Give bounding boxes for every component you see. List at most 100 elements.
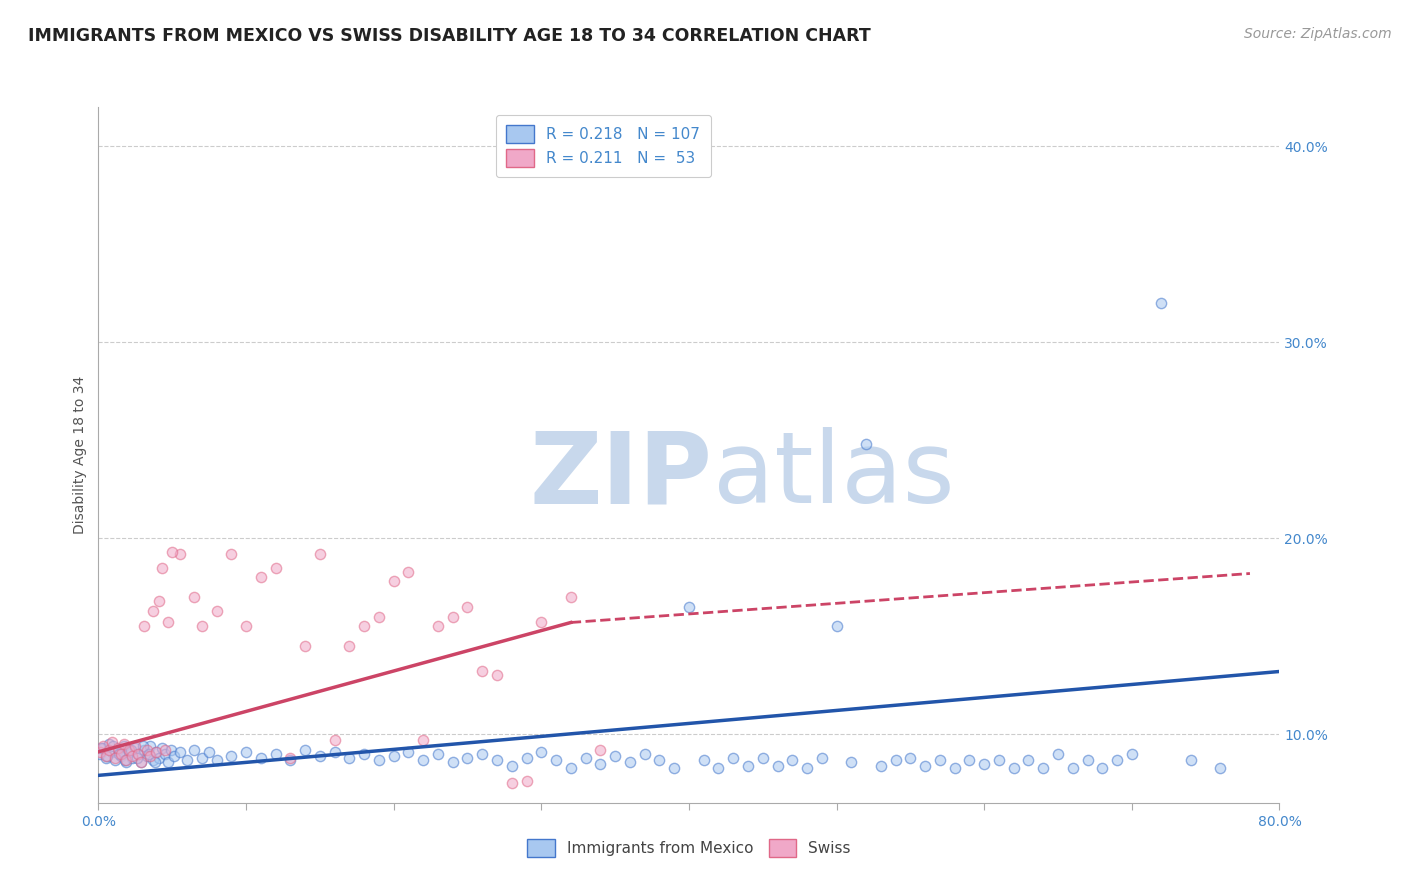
Point — [353, 747, 375, 761]
Point — [427, 619, 450, 633]
Point — [678, 599, 700, 614]
Point — [1046, 747, 1069, 761]
Point — [169, 547, 191, 561]
Point — [560, 590, 582, 604]
Point — [396, 565, 419, 579]
Point — [129, 755, 152, 769]
Point — [869, 758, 891, 772]
Point — [441, 609, 464, 624]
Point — [987, 753, 1010, 767]
Point — [183, 743, 205, 757]
Text: ZIP: ZIP — [530, 427, 713, 524]
Point — [337, 639, 360, 653]
Point — [486, 753, 509, 767]
Point — [839, 755, 862, 769]
Point — [427, 747, 450, 761]
Point — [1180, 753, 1202, 767]
Point — [825, 619, 848, 633]
Point — [530, 615, 553, 630]
Point — [973, 756, 995, 771]
Point — [530, 745, 553, 759]
Point — [278, 750, 302, 764]
Point — [121, 748, 143, 763]
Point — [278, 753, 302, 767]
Point — [176, 753, 198, 767]
Point — [884, 753, 907, 767]
Point — [139, 748, 162, 763]
Point — [118, 743, 141, 757]
Point — [368, 753, 391, 767]
Point — [143, 755, 166, 769]
Point — [127, 747, 149, 761]
Point — [120, 743, 142, 757]
Point — [205, 753, 228, 767]
Point — [183, 590, 205, 604]
Point — [124, 740, 146, 755]
Point — [108, 747, 131, 761]
Point — [648, 753, 671, 767]
Point — [796, 760, 818, 774]
Point — [169, 745, 191, 759]
Point — [91, 740, 114, 755]
Point — [471, 665, 494, 679]
Point — [544, 753, 567, 767]
Point — [115, 753, 138, 767]
Point — [574, 750, 596, 764]
Point — [198, 745, 221, 759]
Point — [309, 547, 332, 561]
Point — [129, 755, 152, 769]
Legend: Immigrants from Mexico, Swiss: Immigrants from Mexico, Swiss — [519, 832, 859, 864]
Point — [721, 750, 744, 764]
Point — [142, 604, 165, 618]
Point — [589, 756, 612, 771]
Point — [264, 747, 287, 761]
Point — [456, 750, 478, 764]
Point — [412, 753, 434, 767]
Point — [751, 750, 773, 764]
Point — [163, 748, 186, 763]
Point — [134, 619, 156, 633]
Point — [115, 755, 138, 769]
Point — [191, 750, 214, 764]
Point — [219, 547, 242, 561]
Point — [264, 560, 287, 574]
Point — [132, 739, 155, 753]
Point — [145, 745, 167, 759]
Point — [633, 747, 655, 761]
Point — [515, 750, 537, 764]
Point — [501, 776, 523, 790]
Point — [219, 748, 242, 763]
Point — [1002, 760, 1025, 774]
Point — [150, 560, 173, 574]
Point — [159, 743, 181, 757]
Point — [382, 574, 405, 589]
Point — [107, 740, 129, 755]
Point — [162, 545, 183, 559]
Point — [118, 745, 141, 759]
Point — [294, 743, 316, 757]
Point — [110, 747, 132, 761]
Text: atlas: atlas — [713, 427, 955, 524]
Point — [125, 750, 148, 764]
Point — [368, 609, 391, 624]
Point — [737, 758, 759, 772]
Point — [235, 619, 257, 633]
Point — [1121, 747, 1143, 761]
Point — [136, 743, 159, 757]
Point — [156, 755, 179, 769]
Point — [104, 753, 127, 767]
Point — [153, 747, 176, 761]
Point — [810, 750, 832, 764]
Point — [136, 748, 159, 763]
Y-axis label: Disability Age 18 to 34: Disability Age 18 to 34 — [73, 376, 87, 534]
Point — [1077, 753, 1099, 767]
Point — [235, 745, 257, 759]
Point — [914, 758, 936, 772]
Point — [134, 743, 156, 757]
Point — [156, 615, 179, 630]
Point — [96, 748, 118, 763]
Point — [97, 743, 120, 757]
Point — [294, 639, 316, 653]
Point — [515, 774, 537, 789]
Point — [114, 753, 136, 767]
